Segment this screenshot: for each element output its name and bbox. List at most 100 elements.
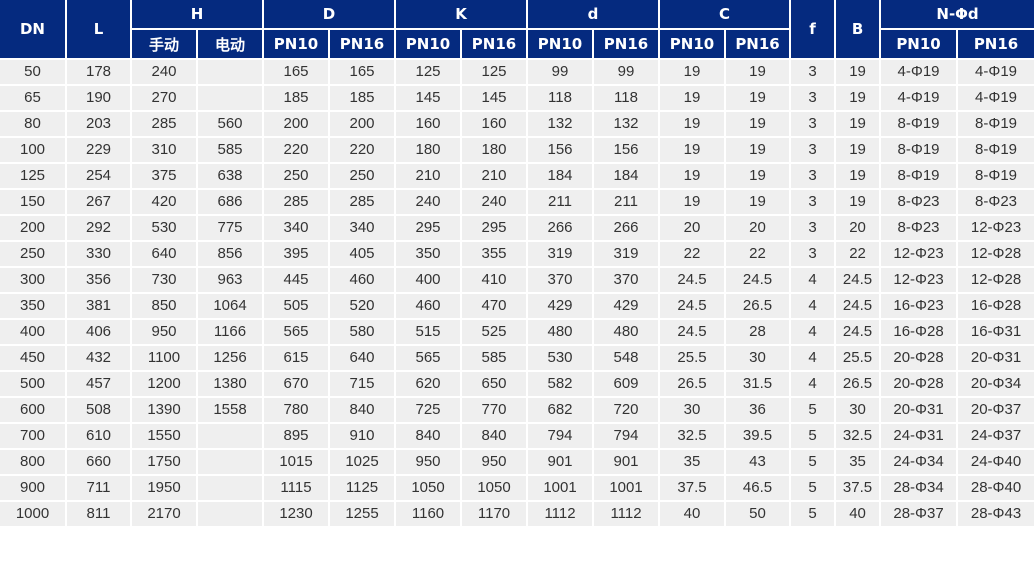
table-cell: 370 — [526, 266, 595, 294]
table-cell — [196, 84, 264, 112]
table-cell — [196, 500, 264, 526]
table-cell: 400 — [394, 266, 463, 294]
table-cell: 24.5 — [834, 292, 882, 320]
table-cell: 650 — [460, 370, 529, 398]
table-cell: 609 — [592, 370, 661, 398]
table-cell: 1112 — [526, 500, 595, 526]
table-cell: 125 — [0, 162, 67, 190]
table-cell: 350 — [394, 240, 463, 268]
table-cell: 1256 — [196, 344, 264, 372]
table-cell: 780 — [262, 396, 330, 424]
table-cell: 405 — [327, 240, 397, 268]
table-cell: 19 — [658, 84, 727, 112]
table-cell: 185 — [327, 84, 397, 112]
table-cell: 1064 — [196, 292, 264, 320]
table-cell: 3 — [789, 84, 837, 112]
table-cell: 638 — [196, 162, 264, 190]
table-cell: 185 — [262, 84, 330, 112]
sub-header: 电动 — [196, 28, 264, 60]
table-cell: 40 — [834, 500, 882, 526]
col-header-c: C — [658, 0, 792, 30]
table-cell: 585 — [460, 344, 529, 372]
table-cell: 32.5 — [658, 422, 727, 450]
table-cell: 1112 — [592, 500, 661, 526]
table-cell: 40 — [658, 500, 727, 526]
table-cell: 145 — [460, 84, 529, 112]
table-cell: 457 — [65, 370, 132, 398]
table-cell: 895 — [262, 422, 330, 450]
table-cell: 211 — [592, 188, 661, 216]
table-cell: 319 — [526, 240, 595, 268]
table-cell: 901 — [592, 448, 661, 476]
table-cell: 36 — [724, 396, 792, 424]
table-cell: 16-Φ28 — [879, 318, 959, 346]
table-cell: 1166 — [196, 318, 264, 346]
sub-header: PN10 — [262, 28, 330, 60]
table-row: 250 330 640 856 395 405 350 355 319 319 22 22 3 22 12-… — [0, 240, 1034, 268]
table-row: 300 356 730 963 445 460 400 410 370 370 24.5 24.5 4 2… — [0, 266, 1034, 294]
table-cell: 2170 — [130, 500, 198, 526]
table-cell: 26.5 — [724, 292, 792, 320]
table-cell: 1001 — [526, 474, 595, 502]
table-cell: 660 — [65, 448, 132, 476]
sub-header: PN16 — [956, 28, 1034, 60]
table-cell: 20-Φ34 — [956, 370, 1034, 398]
table-cell: 1950 — [130, 474, 198, 502]
table-cell: 178 — [65, 58, 132, 86]
table-cell: 950 — [130, 318, 198, 346]
table-cell: 25.5 — [658, 344, 727, 372]
table-cell: 24-Φ40 — [956, 448, 1034, 476]
table-cell: 20-Φ37 — [956, 396, 1034, 424]
col-header-l: L — [65, 0, 132, 60]
table-cell: 43 — [724, 448, 792, 476]
table-cell: 100 — [0, 136, 67, 164]
table-cell: 184 — [526, 162, 595, 190]
table-cell: 20-Φ31 — [879, 396, 959, 424]
table-cell: 530 — [526, 344, 595, 372]
table-cell: 285 — [327, 188, 397, 216]
table-cell: 770 — [460, 396, 529, 424]
table-cell: 355 — [460, 240, 529, 268]
table-cell: 720 — [592, 396, 661, 424]
table-cell: 22 — [724, 240, 792, 268]
table-cell — [196, 448, 264, 476]
table-cell: 450 — [0, 344, 67, 372]
table-cell: 28-Φ37 — [879, 500, 959, 526]
table-cell: 19 — [724, 110, 792, 138]
table-cell: 794 — [526, 422, 595, 450]
table-cell: 1100 — [130, 344, 198, 372]
table-cell: 267 — [65, 188, 132, 216]
table-cell: 24.5 — [658, 318, 727, 346]
table-cell: 3 — [789, 240, 837, 268]
table-cell: 963 — [196, 266, 264, 294]
table-cell: 65 — [0, 84, 67, 112]
table-cell: 520 — [327, 292, 397, 320]
table-row: 350 381 850 1064 505 520 460 470 429 429 24.5 26.5 4… — [0, 292, 1034, 320]
table-cell: 5 — [789, 448, 837, 476]
table-cell: 184 — [592, 162, 661, 190]
table-cell: 686 — [196, 188, 264, 216]
table-cell: 19 — [658, 162, 727, 190]
table-cell: 19 — [724, 188, 792, 216]
table-row: 700 610 1550 895 910 840 840 794 794 32.5 39.5 5 32.… — [0, 422, 1034, 450]
table-cell: 19 — [724, 136, 792, 164]
table-cell: 1001 — [592, 474, 661, 502]
table-cell: 670 — [262, 370, 330, 398]
table-cell: 3 — [789, 162, 837, 190]
table-cell: 30 — [724, 344, 792, 372]
table-cell: 16-Φ23 — [879, 292, 959, 320]
col-header-f: f — [789, 0, 837, 60]
table-row: 80 203 285 560 200 200 160 160 132 132 19 19 3 19 8-Φ1… — [0, 110, 1034, 138]
table-cell — [196, 58, 264, 86]
sub-header: PN16 — [724, 28, 792, 60]
table-cell — [196, 474, 264, 502]
table-cell: 19 — [724, 58, 792, 86]
table-cell: 381 — [65, 292, 132, 320]
table-cell: 4 — [789, 370, 837, 398]
table-cell: 210 — [394, 162, 463, 190]
table-cell: 203 — [65, 110, 132, 138]
table-cell: 1050 — [394, 474, 463, 502]
table-cell: 19 — [834, 58, 882, 86]
table-cell: 118 — [592, 84, 661, 112]
sub-header: PN10 — [394, 28, 463, 60]
